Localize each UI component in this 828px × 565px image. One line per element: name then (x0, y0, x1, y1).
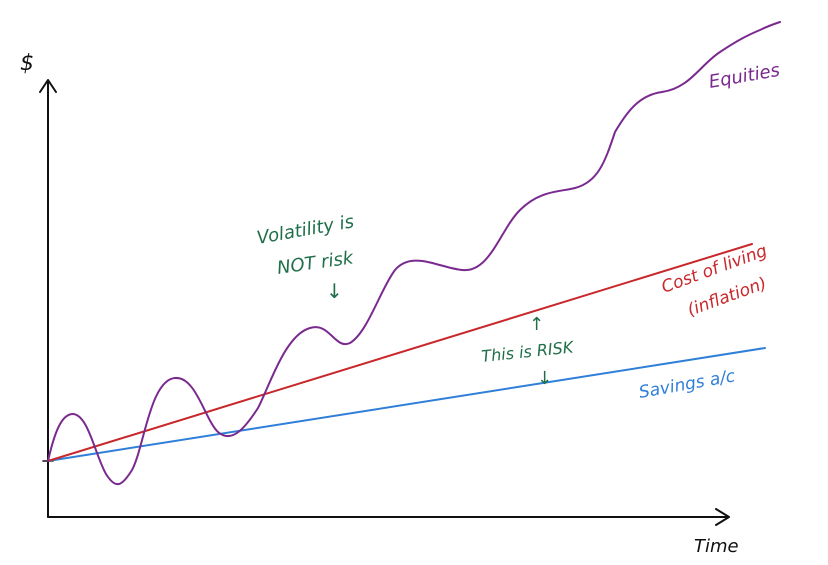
volatility-annotation-line1: Volatility is (255, 211, 355, 249)
savings-line (47, 347, 766, 462)
y-axis-label: $ (20, 51, 34, 76)
y-axis-arrowhead (39, 79, 57, 93)
risk-up-arrow-icon: ↑ (529, 314, 544, 335)
equities-line (47, 21, 781, 485)
risk-annotation-text: This is RISK (480, 337, 575, 366)
risk-down-arrow-icon: ↓ (537, 368, 552, 389)
equities-label: Equities (707, 60, 781, 93)
volatility-annotation-line2: NOT risk (276, 247, 356, 279)
cost-of-living-line (47, 243, 753, 462)
savings-label: Savings a/c (637, 366, 737, 403)
x-axis-arrowhead (715, 508, 730, 526)
volatility-down-arrow-icon: ↓ (326, 279, 343, 303)
axes (39, 79, 730, 526)
x-axis-label: Time (694, 536, 739, 557)
